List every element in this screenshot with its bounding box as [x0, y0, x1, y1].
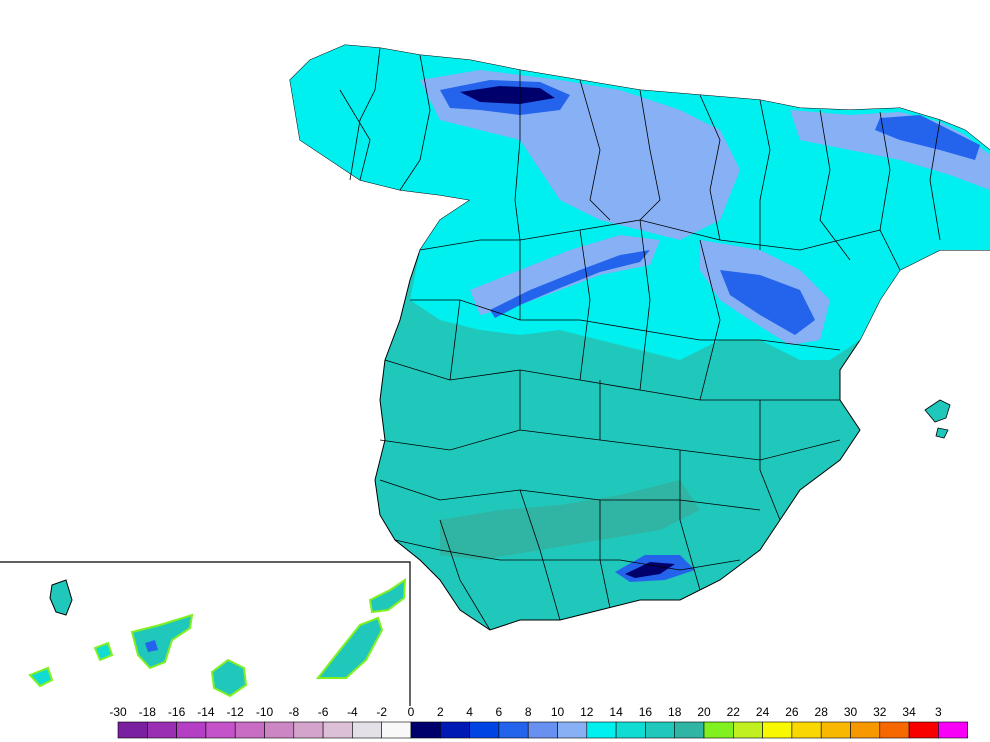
canary-inset-frame	[0, 561, 411, 706]
mallorca-island	[924, 399, 951, 423]
iberian-system-blue	[720, 270, 815, 335]
province-borders	[339, 47, 941, 631]
la-palma-island	[49, 579, 73, 616]
sierra-nevada-deep-blue	[625, 562, 675, 578]
cantabrian-peaks-deep-blue	[460, 86, 555, 104]
lanzarote-island	[369, 579, 406, 613]
central-system-light-blue	[470, 235, 660, 315]
menorca-island	[935, 427, 949, 439]
pyrenees-blue	[875, 115, 980, 160]
tenerife-island	[131, 614, 193, 669]
central-system-blue	[490, 250, 650, 318]
canary-coastal-rims	[28, 578, 407, 698]
tenerife-peak	[145, 640, 158, 652]
